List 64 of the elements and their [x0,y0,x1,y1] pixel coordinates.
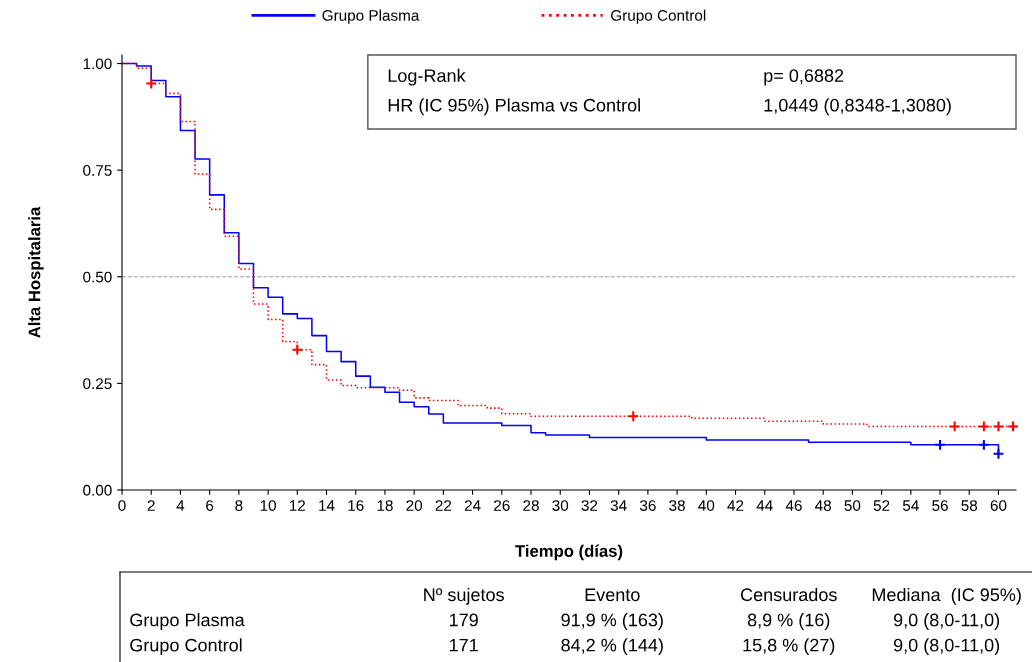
point [992,420,1005,433]
x-tick-label: 40 [698,500,715,511]
y-tick-label: 1.00 [83,58,112,70]
text: 171 [449,638,478,652]
point [992,447,1005,460]
x-tick-label: 6 [206,500,214,511]
point [291,343,304,356]
annotation: HR (IC 95%) Plasma vs Control [388,98,640,116]
x-tick-label: 36 [639,500,656,511]
y-tick-label: 0.25 [83,378,112,390]
x-tick-label: 60 [990,500,1007,511]
x-tick-label: 24 [464,500,481,511]
x-tick-label: 58 [961,500,978,511]
x-tick-label: 20 [406,500,423,511]
x-tick-label: 14 [319,500,335,511]
x-tick-label: 12 [289,500,306,511]
text: 9,0 (8,0-11,0) [893,638,1000,656]
text: Grupo Control [130,638,242,656]
x-tick-label: 48 [815,500,832,511]
text: 179 [449,613,478,627]
x-tick-label: 38 [669,500,685,511]
point [948,420,961,433]
x-tick-label: 56 [932,500,948,511]
x-tick-label: 18 [377,500,393,511]
text: 15,8 % (27) [743,638,835,656]
point [627,410,640,423]
x-tick-label: 4 [176,500,185,511]
x-tick-label: 16 [348,500,364,511]
x-tick-label: 26 [494,500,510,511]
text: Nº sujetos [424,587,504,605]
text: Evento [585,588,640,602]
text: 9,0 (8,0-11,0) [893,613,1000,630]
legend-label: Grupo Control [611,9,706,24]
x-tick-label: 46 [785,500,802,511]
x-tick-label: 52 [873,500,890,511]
x-tick-label: 28 [523,500,539,511]
x-tick-label: 22 [435,500,452,511]
text: 8,9 % (16) [747,613,830,630]
text: Censurados [740,587,837,602]
x-tick-label: 10 [260,500,276,511]
x-tick-label: 8 [235,500,243,511]
text: 84,2 % (144) [561,638,663,656]
text: Mediana (IC 95%) [872,587,1021,605]
x-tick-label: 34 [610,500,627,511]
x-tick-label: 2 [147,500,155,511]
annotation: p= 0,6882 [764,69,844,86]
point [145,77,158,90]
x-tick-label: 30 [552,500,569,511]
y-axis-title: Alta Hospitalaria [28,206,44,338]
x-tick-label: 0 [118,500,126,511]
text: 91,9 % (163) [561,613,663,630]
legend-label: Grupo Plasma [322,9,420,24]
x-axis-title: Tiempo (días) [515,544,623,561]
x-tick-label: 44 [756,500,773,511]
x-tick-label: 32 [581,500,598,511]
y-tick-label: 0.50 [83,271,112,283]
x-tick-label: 50 [844,500,861,511]
x-tick-label: 42 [727,500,744,511]
annotation: 1,0449 (0,8348-1,3080) [764,98,951,116]
text: Grupo Plasma [130,613,245,630]
annotation: Log-Rank [388,68,466,86]
x-tick-label: 54 [902,500,919,511]
y-tick-label: 0.75 [83,165,112,176]
y-tick-label: 0.00 [83,484,112,496]
